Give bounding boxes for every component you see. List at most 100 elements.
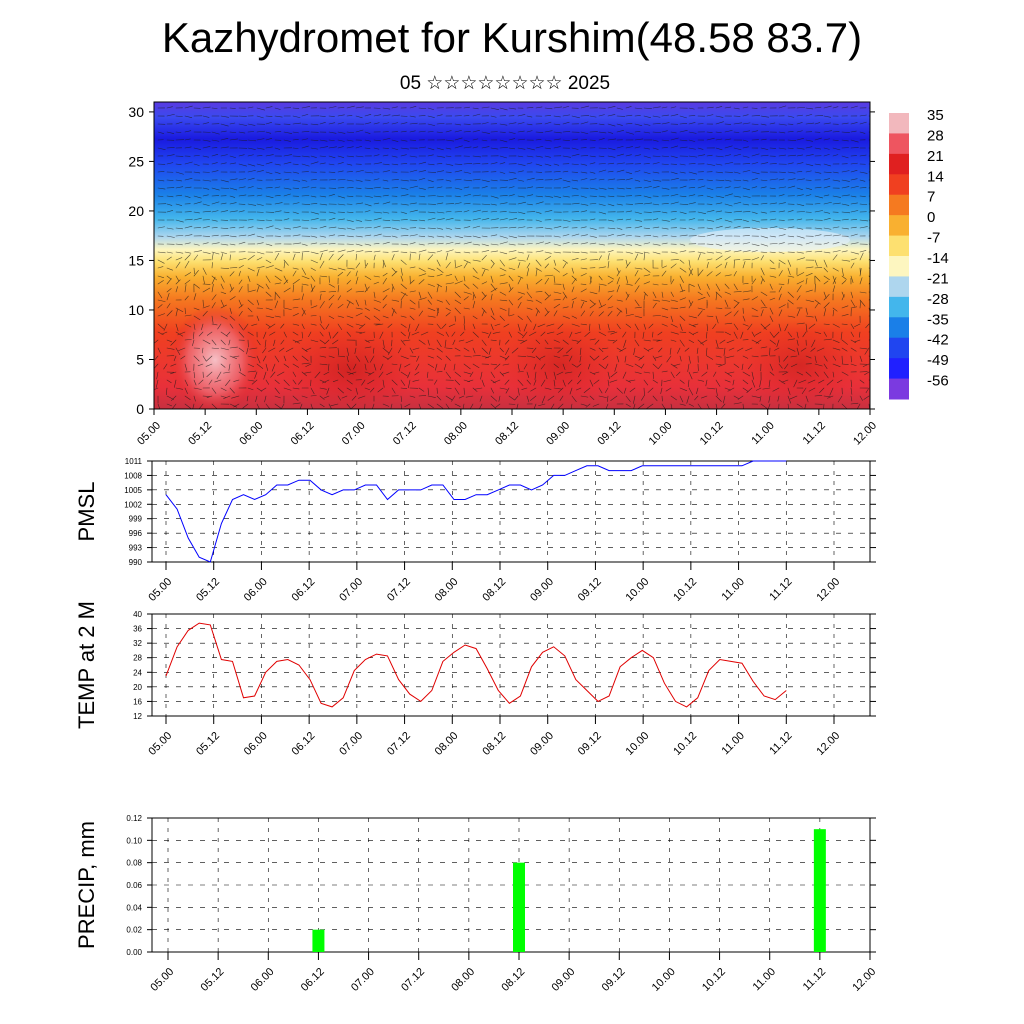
wind-arrow <box>407 371 411 379</box>
wind-arrow <box>346 267 355 270</box>
wind-arrow <box>409 155 418 158</box>
x-tick-label: 12.00 <box>814 730 842 758</box>
wind-arrow <box>472 347 476 354</box>
wind-arrow <box>408 379 411 389</box>
wind-arrow <box>742 323 749 327</box>
wind-arrow <box>724 193 733 197</box>
wind-arrow <box>796 178 805 181</box>
wind-arrow <box>643 347 650 352</box>
wind-arrow <box>841 139 849 142</box>
wind-arrow <box>634 138 644 141</box>
wind-arrow <box>472 113 481 117</box>
wind-arrow <box>283 275 288 283</box>
wind-arrow <box>355 250 364 253</box>
wind-arrow <box>382 201 391 205</box>
wind-arrow <box>679 395 684 403</box>
wind-arrow <box>202 355 207 362</box>
wind-arrow <box>733 225 741 229</box>
x-tick-label: 07.00 <box>340 420 368 448</box>
wind-arrow <box>544 371 548 380</box>
wind-arrow <box>661 122 670 125</box>
wind-arrow <box>175 219 184 223</box>
wind-arrow <box>796 347 800 356</box>
wind-arrow <box>301 307 306 315</box>
wind-arrow <box>157 313 165 317</box>
wind-arrow <box>715 255 723 261</box>
wind-arrow <box>256 203 264 206</box>
wind-arrow <box>742 283 749 285</box>
wind-arrow <box>319 225 327 229</box>
wind-arrow <box>328 363 330 371</box>
wind-arrow <box>434 363 438 371</box>
wind-arrow <box>657 331 663 336</box>
wind-arrow <box>760 162 769 165</box>
wind-arrow <box>863 395 870 400</box>
wind-arrow <box>184 105 193 109</box>
wind-arrow <box>490 275 494 283</box>
wind-arrow <box>853 339 861 343</box>
wind-arrow <box>571 300 574 309</box>
wind-arrow <box>623 339 627 348</box>
colorbar-label: 7 <box>927 189 935 206</box>
wind-arrow <box>697 253 701 261</box>
wind-arrow <box>652 171 660 174</box>
wind-arrow <box>256 155 263 157</box>
x-tick-label: 06.12 <box>299 966 327 994</box>
wind-arrow <box>418 195 426 198</box>
wind-arrow <box>427 291 433 299</box>
wind-arrow <box>463 251 471 254</box>
wind-arrow <box>193 270 199 277</box>
wind-arrow <box>193 201 202 205</box>
wind-arrow <box>733 179 742 181</box>
wind-arrow <box>508 250 517 253</box>
wind-arrow <box>778 186 787 189</box>
wind-arrow <box>402 339 411 342</box>
x-tick-label: 10.00 <box>650 966 678 994</box>
wind-arrow <box>701 371 708 377</box>
wind-arrow <box>553 243 561 246</box>
wind-arrow <box>859 187 867 189</box>
wind-arrow <box>382 315 389 319</box>
wind-arrow <box>443 363 447 371</box>
colorbar-label: 28 <box>927 127 944 144</box>
wind-arrow <box>814 371 819 377</box>
wind-arrow <box>490 339 497 342</box>
wind-arrow <box>688 283 695 287</box>
wind-arrow <box>157 347 161 354</box>
wind-arrow <box>373 291 376 299</box>
wind-arrow <box>400 154 407 157</box>
wind-arrow <box>522 331 528 339</box>
wind-arrow <box>544 107 553 110</box>
wind-arrow <box>576 363 582 368</box>
wind-arrow <box>652 331 654 338</box>
wind-arrow <box>841 250 848 253</box>
wind-arrow <box>715 355 722 358</box>
wind-arrow <box>832 277 837 285</box>
wind-arrow <box>292 331 299 336</box>
wind-arrow <box>463 235 472 237</box>
wind-arrow <box>202 287 211 293</box>
wind-arrow <box>499 251 508 255</box>
wind-arrow <box>229 155 236 158</box>
wind-arrow <box>490 371 495 378</box>
wind-arrow <box>724 299 729 307</box>
wind-arrow <box>465 339 474 344</box>
wind-arrow <box>408 323 411 332</box>
wind-arrow <box>769 339 776 345</box>
wind-arrow <box>156 371 159 380</box>
wind-arrow <box>211 276 216 285</box>
wind-arrow <box>170 339 177 346</box>
wind-arrow <box>337 295 342 301</box>
wind-arrow <box>337 355 346 358</box>
wind-arrow <box>832 339 840 343</box>
wind-arrow <box>505 339 510 345</box>
colorbar-label: -56 <box>927 373 949 390</box>
wind-arrow <box>220 387 227 391</box>
wind-arrow <box>193 387 202 390</box>
wind-arrow <box>426 371 429 378</box>
wind-arrow <box>198 379 204 385</box>
wind-arrow <box>805 307 808 315</box>
wind-arrow <box>452 339 456 345</box>
wind-arrow <box>516 403 519 409</box>
wind-arrow <box>274 178 282 181</box>
